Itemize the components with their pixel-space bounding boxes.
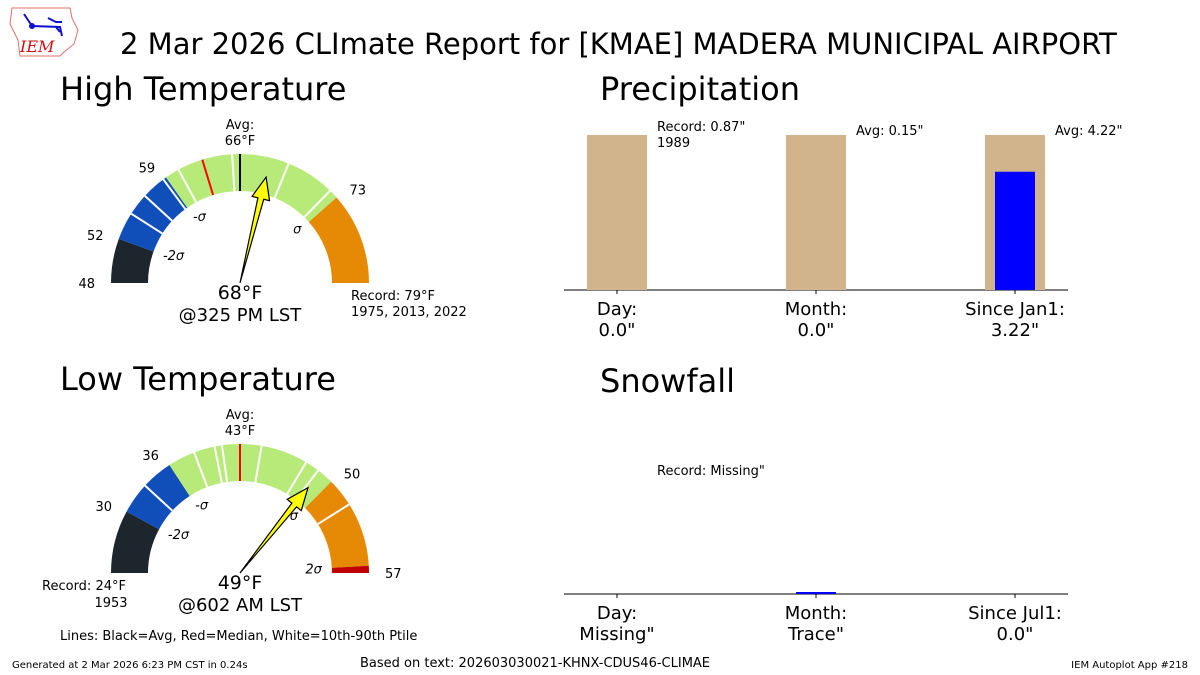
iem-logo-text: IEM	[19, 37, 55, 56]
percentile-line	[286, 461, 308, 495]
gauge-band-orange	[305, 481, 369, 568]
bar-annotation: 1989	[657, 136, 690, 151]
gauge-band-green	[166, 154, 337, 222]
percentile-line	[130, 212, 163, 235]
median-line	[201, 159, 215, 196]
observed-label: 3.22"	[991, 320, 1039, 341]
percentile-line	[231, 154, 236, 192]
tick-label: 48	[78, 277, 95, 292]
tick-label: 52	[87, 229, 104, 244]
gauge-needle	[239, 486, 309, 574]
bar-annotation: Avg: 4.22"	[1055, 124, 1123, 139]
bar-annotation: Avg: 0.15"	[856, 124, 924, 139]
observed-time: @602 AM LST	[178, 595, 303, 616]
avg-value-label: 43°F	[225, 424, 256, 439]
sigma-label: -2σ	[168, 528, 190, 543]
observed-label: 0.0"	[599, 320, 636, 341]
category-label: Month:	[785, 299, 847, 320]
percentile-line	[213, 446, 223, 484]
tick-label: 36	[142, 449, 159, 464]
observed-label: 0.0"	[997, 624, 1034, 645]
tick-label: 59	[139, 161, 156, 176]
high-temp-title: High Temperature	[60, 70, 347, 108]
low-temp-title: Low Temperature	[60, 360, 336, 398]
category-label: Month:	[785, 603, 847, 624]
category-label: Since Jul1:	[968, 603, 1062, 624]
generated-note: Generated at 2 Mar 2026 6:23 PM CST in 0…	[12, 660, 248, 671]
record-years: 1953	[94, 596, 127, 611]
percentile-line	[303, 189, 331, 218]
gauge-band-black	[111, 238, 154, 283]
avg-label: Avg:	[226, 118, 254, 133]
tick-label: 57	[385, 567, 402, 582]
gauge-band-blue	[118, 177, 188, 252]
gauge-band-red	[331, 565, 369, 573]
percentile-line	[317, 503, 350, 525]
gauge-band-black	[111, 511, 160, 573]
record-label: Record: 24°F	[42, 579, 126, 594]
reference-bar	[786, 135, 846, 290]
category-label: Day:	[597, 299, 637, 320]
percentile-line	[220, 445, 229, 483]
sigma-label: -2σ	[163, 249, 185, 264]
percentile-line	[177, 169, 197, 203]
percentile-line	[193, 452, 209, 488]
record-label: Record: 79°F	[351, 289, 435, 304]
observed-time: @325 PM LST	[179, 305, 303, 326]
tick-label: 73	[350, 183, 367, 198]
bar-annotation: Record: Missing"	[657, 464, 765, 479]
lines-legend: Lines: Black=Avg, Red=Median, White=10th…	[60, 629, 418, 644]
reference-bar	[587, 135, 647, 290]
tick-label: 30	[95, 500, 112, 515]
observed-bar	[995, 171, 1035, 290]
sigma-label: -σ	[193, 210, 207, 225]
percentile-line	[273, 163, 290, 199]
percentile-line	[162, 178, 187, 210]
observed-label: 0.0"	[798, 320, 835, 341]
sigma-label: σ	[290, 509, 299, 524]
avg-label: Avg:	[226, 408, 254, 423]
observed-label: Trace"	[787, 624, 844, 645]
logo-dot-icon	[29, 23, 35, 29]
observed-value: 49°F	[218, 572, 263, 594]
tick-label: 50	[344, 467, 361, 482]
percentile-line	[144, 484, 173, 512]
gauge-band-green	[169, 444, 332, 508]
observed-label: Missing"	[579, 624, 654, 645]
bar-annotation: Record: 0.87"	[657, 120, 745, 135]
record-years: 1975, 2013, 2022	[351, 305, 467, 320]
sigma-label: σ	[293, 223, 302, 238]
sigma-label: -σ	[195, 498, 209, 513]
category-label: Since Jan1:	[965, 299, 1065, 320]
precip-title: Precipitation	[600, 70, 801, 108]
percentile-line	[144, 195, 173, 222]
source-text-note: Based on text: 202603030021-KHNX-CDUS46-…	[360, 656, 711, 671]
percentile-line	[254, 445, 263, 483]
sigma-label: 2σ	[305, 562, 322, 577]
observed-value: 68°F	[218, 282, 263, 304]
gauge-needle	[239, 175, 271, 284]
app-id-note: IEM Autoplot App #218	[1071, 660, 1188, 671]
observed-bar-trace	[796, 592, 836, 594]
gauge-band-orange	[308, 197, 369, 283]
category-label: Day:	[597, 603, 637, 624]
report-title: 2 Mar 2026 CLImate Report for [KMAE] MAD…	[120, 27, 1117, 61]
snowfall-title: Snowfall	[600, 362, 735, 400]
avg-value-label: 66°F	[225, 134, 256, 149]
